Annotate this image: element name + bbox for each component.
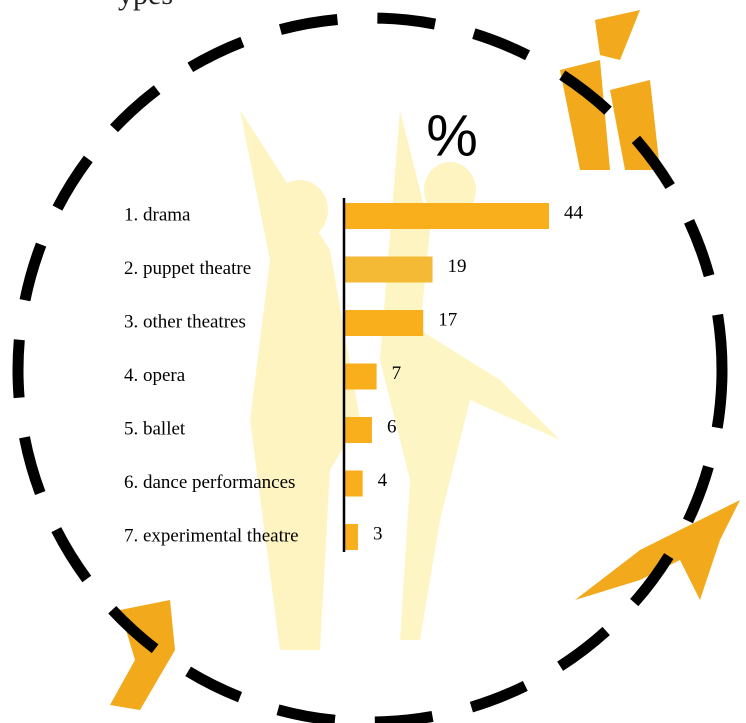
bar (344, 364, 377, 390)
value-label: 3 (373, 523, 383, 544)
bar (344, 203, 549, 229)
category-label: 1. drama (124, 204, 191, 225)
value-label: 19 (448, 256, 467, 277)
bar (344, 257, 433, 283)
category-label: 6. dance performances (124, 472, 295, 493)
value-label: 4 (378, 470, 388, 491)
bar (344, 471, 363, 497)
value-label: 6 (387, 416, 397, 437)
heading: ypes (118, 0, 173, 11)
value-label: 17 (438, 309, 457, 330)
category-label: 3. other theatres (124, 311, 246, 332)
chart-title: % (426, 103, 478, 168)
category-label: 2. puppet theatre (124, 258, 251, 279)
category-label: 7. experimental theatre (124, 525, 299, 546)
category-label: 4. opera (124, 365, 186, 386)
value-label: 7 (392, 363, 402, 384)
chart: ypes % 1. drama 44 2. puppet theatre 19 3. o… (0, 0, 746, 723)
value-label: 44 (564, 202, 584, 223)
bar (344, 310, 423, 336)
bar (344, 524, 358, 550)
bar (344, 417, 372, 443)
category-label: 5. ballet (124, 418, 186, 439)
